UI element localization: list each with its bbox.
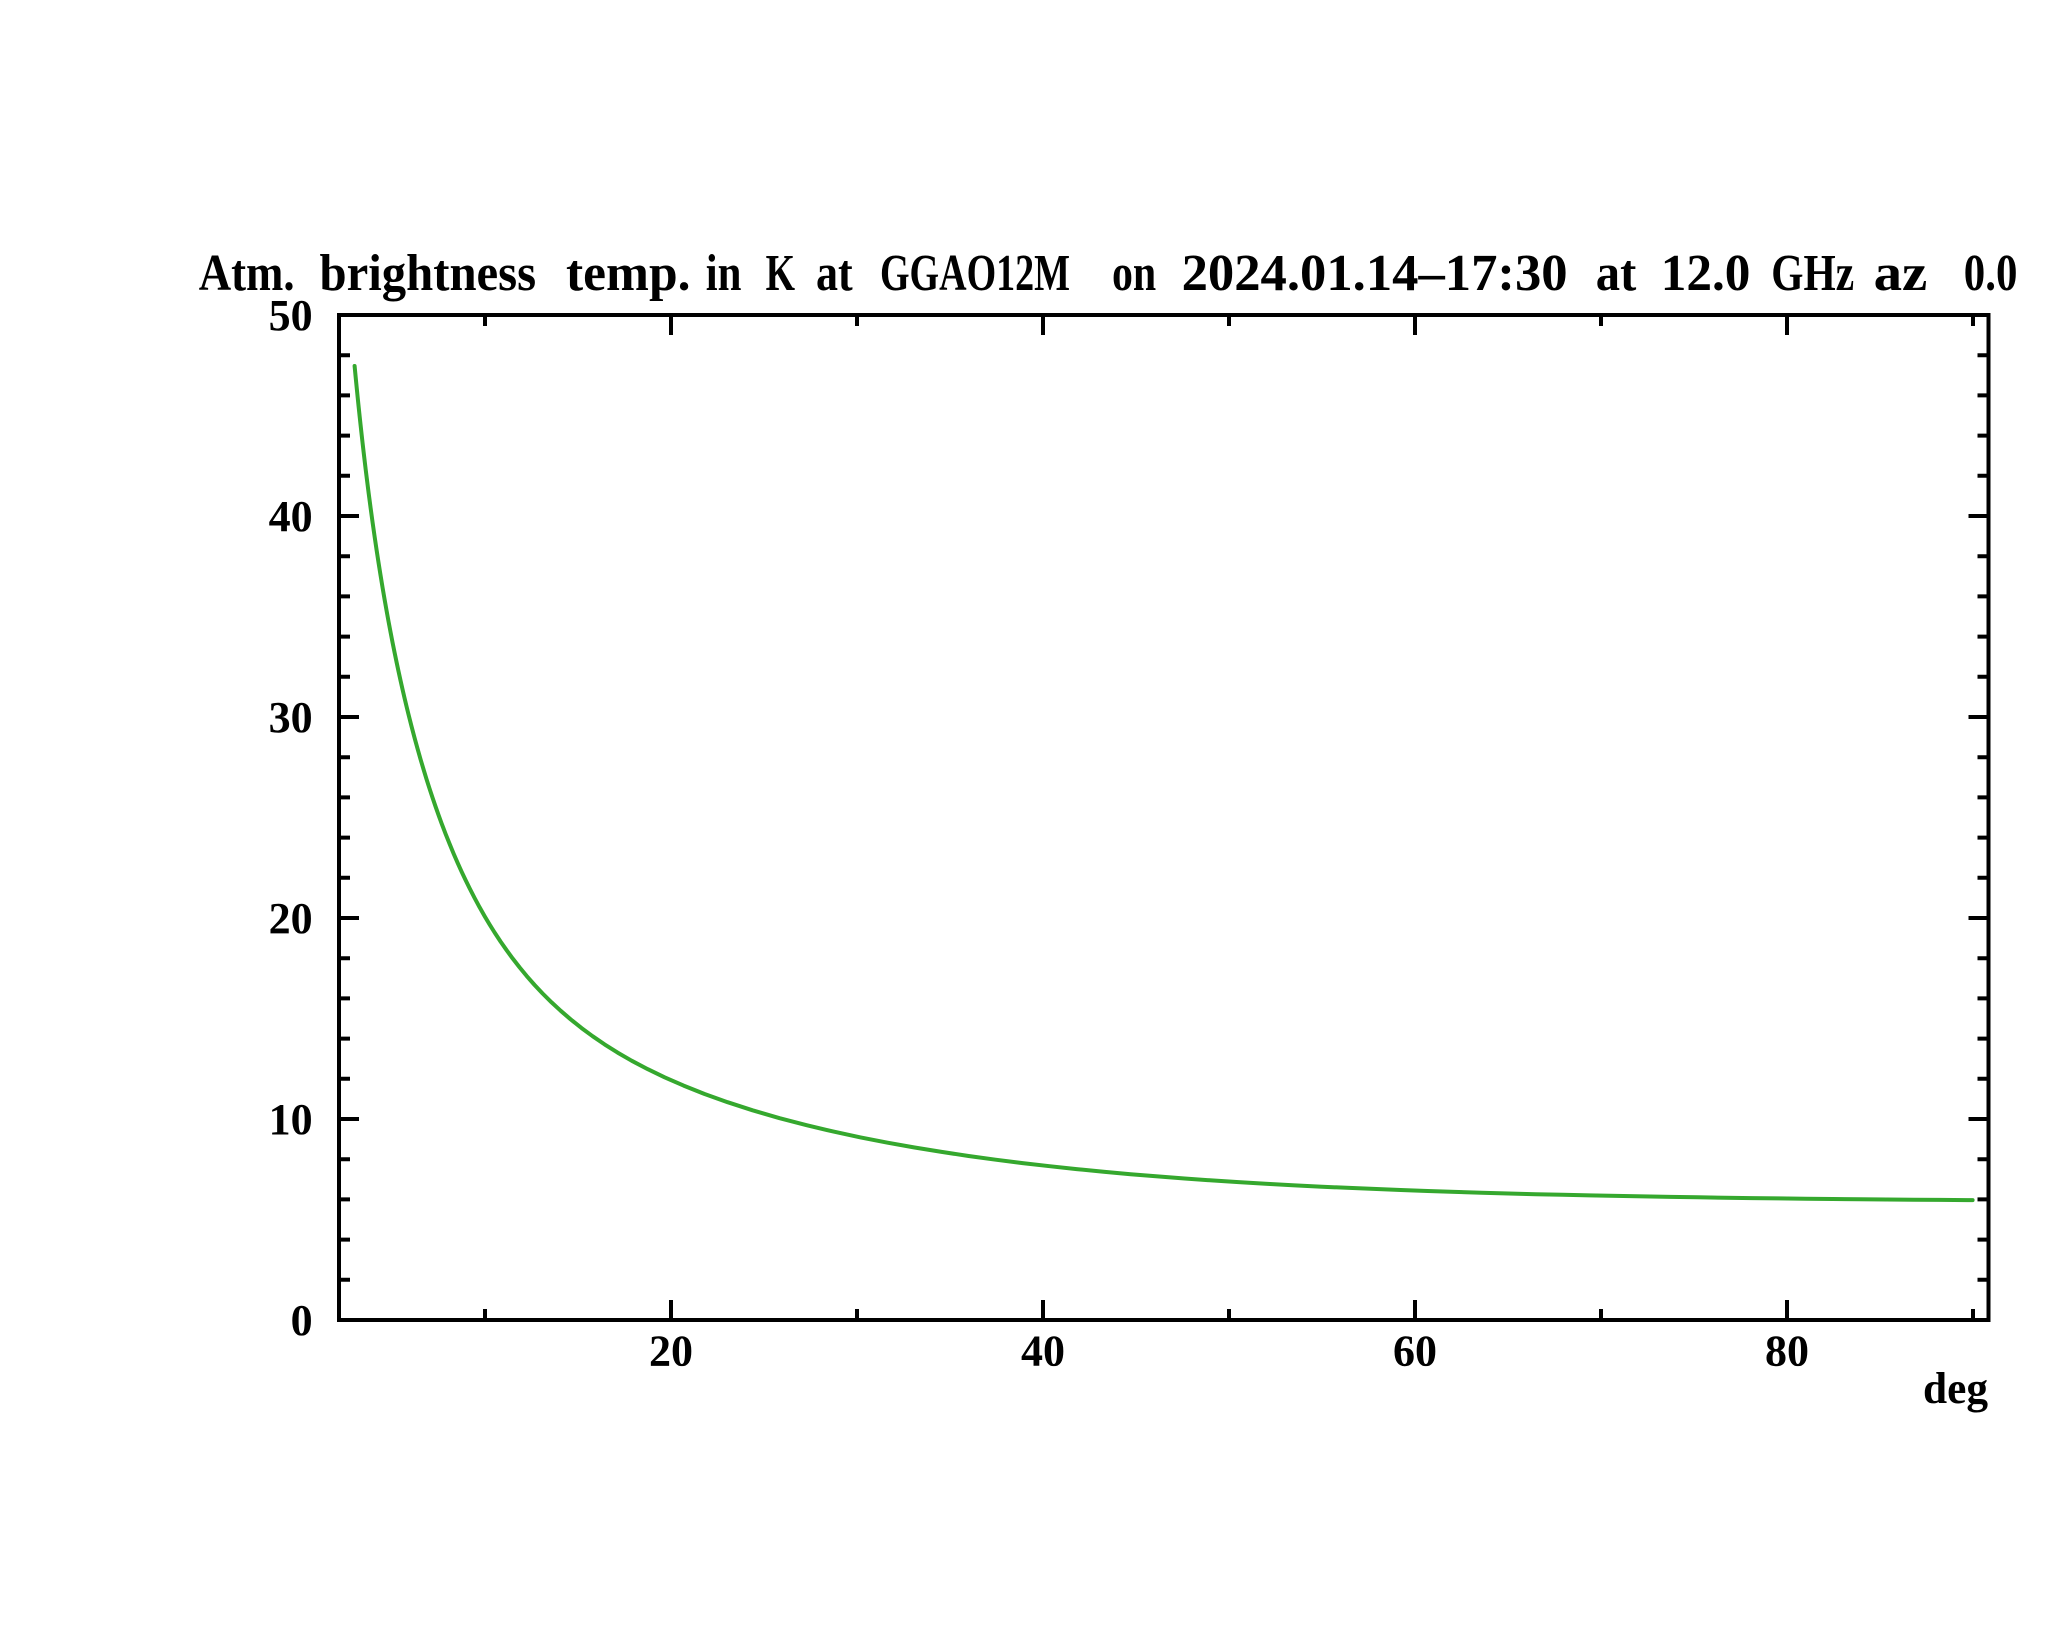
svg-text:0: 0 bbox=[291, 1296, 313, 1345]
svg-text:temp.: temp. bbox=[566, 245, 691, 302]
svg-text:0.0: 0.0 bbox=[1964, 245, 2018, 302]
svg-text:2024.01.14–17:30: 2024.01.14–17:30 bbox=[1182, 245, 1568, 302]
svg-text:brightness: brightness bbox=[320, 245, 537, 302]
svg-text:80: 80 bbox=[1765, 1327, 1809, 1376]
svg-text:K: K bbox=[766, 245, 796, 302]
svg-text:50: 50 bbox=[269, 291, 313, 340]
svg-text:on: on bbox=[1112, 245, 1156, 302]
svg-text:Atm.: Atm. bbox=[199, 245, 295, 302]
svg-text:20: 20 bbox=[649, 1327, 693, 1376]
svg-text:at: at bbox=[816, 245, 853, 302]
svg-text:GGAO12M: GGAO12M bbox=[880, 245, 1070, 302]
svg-text:60: 60 bbox=[1393, 1327, 1437, 1376]
svg-text:30: 30 bbox=[269, 693, 313, 742]
svg-text:deg: deg bbox=[1923, 1364, 1988, 1413]
svg-text:az: az bbox=[1874, 245, 1928, 302]
svg-text:at: at bbox=[1596, 245, 1637, 302]
svg-text:40: 40 bbox=[1021, 1327, 1065, 1376]
svg-text:12.0: 12.0 bbox=[1661, 245, 1751, 302]
svg-text:20: 20 bbox=[269, 894, 313, 943]
svg-text:40: 40 bbox=[269, 492, 313, 541]
svg-text:10: 10 bbox=[269, 1095, 313, 1144]
svg-text:GHz: GHz bbox=[1771, 245, 1854, 302]
svg-text:in: in bbox=[706, 245, 742, 302]
